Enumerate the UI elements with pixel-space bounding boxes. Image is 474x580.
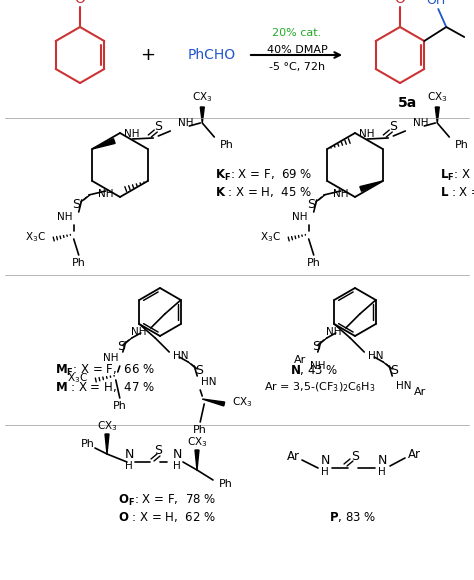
Text: NH: NH	[103, 353, 119, 363]
Text: N: N	[320, 454, 330, 466]
Text: CX$_3$: CX$_3$	[232, 395, 253, 409]
Text: CX$_3$: CX$_3$	[427, 90, 447, 104]
Text: N: N	[173, 448, 182, 461]
Text: 20% cat.: 20% cat.	[273, 28, 322, 38]
Text: HN: HN	[201, 377, 217, 387]
Text: S: S	[117, 339, 125, 353]
Text: HN: HN	[368, 351, 384, 361]
Text: $\mathbf{P}$, 83 %: $\mathbf{P}$, 83 %	[329, 510, 377, 524]
Text: X$_3$C: X$_3$C	[25, 230, 46, 244]
Text: $\mathbf{O_F}$: X = F,  78 %: $\mathbf{O_F}$: X = F, 78 %	[118, 492, 216, 508]
Text: PhCHO: PhCHO	[188, 48, 236, 62]
Text: O: O	[394, 0, 405, 6]
Polygon shape	[435, 107, 439, 123]
Text: H: H	[125, 461, 133, 471]
Text: NH: NH	[333, 189, 349, 199]
Text: NH: NH	[131, 327, 147, 337]
Polygon shape	[202, 399, 225, 406]
Text: NH: NH	[413, 118, 429, 128]
Text: S: S	[307, 198, 315, 212]
Text: CX$_3$: CX$_3$	[97, 419, 117, 433]
Polygon shape	[195, 450, 199, 470]
Text: S: S	[72, 198, 80, 212]
Text: Ar: Ar	[408, 448, 421, 461]
Text: $\mathbf{N}$, 43 %: $\mathbf{N}$, 43 %	[290, 363, 338, 377]
Text: HN: HN	[396, 381, 412, 391]
Text: NH: NH	[57, 212, 73, 222]
Text: CX$_3$: CX$_3$	[187, 435, 207, 449]
Text: H: H	[321, 467, 329, 477]
Text: $\mathbf{O}$ : X = H,  62 %: $\mathbf{O}$ : X = H, 62 %	[118, 510, 216, 524]
Text: Ar: Ar	[294, 355, 306, 365]
Text: NH: NH	[124, 129, 140, 139]
Text: S: S	[312, 339, 320, 353]
Text: NH: NH	[178, 118, 194, 128]
Text: Ar = 3,5-(CF$_3$)$_2$C$_6$H$_3$: Ar = 3,5-(CF$_3$)$_2$C$_6$H$_3$	[264, 380, 376, 394]
Text: HN: HN	[173, 351, 189, 361]
Text: $\mathbf{L_F}$: X = F,  63 %: $\mathbf{L_F}$: X = F, 63 %	[440, 168, 474, 183]
Text: S: S	[389, 121, 397, 133]
Text: H: H	[378, 467, 386, 477]
Polygon shape	[105, 434, 109, 454]
Text: -5 °C, 72h: -5 °C, 72h	[269, 62, 325, 72]
Text: NH: NH	[310, 361, 326, 371]
Text: X$_3$C: X$_3$C	[260, 230, 281, 244]
Text: Ar: Ar	[414, 387, 427, 397]
Text: $\mathbf{K}$ : X = H,  45 %: $\mathbf{K}$ : X = H, 45 %	[215, 185, 312, 199]
Text: S: S	[155, 121, 162, 133]
Text: X$_3$C: X$_3$C	[67, 371, 88, 385]
Text: S: S	[390, 364, 398, 376]
Text: NH: NH	[98, 189, 114, 199]
Polygon shape	[92, 139, 115, 149]
Text: NH: NH	[292, 212, 308, 222]
Text: NH: NH	[359, 129, 375, 139]
Text: 40% DMAP: 40% DMAP	[266, 45, 328, 55]
Text: Ph: Ph	[72, 258, 86, 268]
Text: CX$_3$: CX$_3$	[192, 90, 212, 104]
Text: Ph: Ph	[81, 439, 95, 449]
Text: Ph: Ph	[193, 425, 207, 435]
Text: Ph: Ph	[307, 258, 320, 268]
Text: NH: NH	[326, 327, 342, 337]
Polygon shape	[360, 181, 383, 191]
Text: N: N	[377, 454, 387, 466]
Text: Ph: Ph	[456, 140, 469, 150]
Text: +: +	[140, 46, 155, 64]
Text: S: S	[154, 444, 162, 458]
Text: S: S	[351, 450, 359, 462]
Polygon shape	[201, 107, 204, 123]
Text: H: H	[173, 461, 181, 471]
Text: $\mathbf{M}$ : X = H,  47 %: $\mathbf{M}$ : X = H, 47 %	[55, 380, 155, 394]
Text: Ph: Ph	[219, 479, 233, 489]
Text: S: S	[195, 364, 203, 376]
Text: $\mathbf{M_F}$: X = F,  66 %: $\mathbf{M_F}$: X = F, 66 %	[55, 362, 155, 378]
Text: O: O	[74, 0, 85, 6]
Text: Ph: Ph	[220, 140, 234, 150]
Text: Ph: Ph	[113, 401, 127, 411]
Text: OH: OH	[427, 0, 446, 8]
Text: N: N	[124, 448, 134, 461]
Text: Ar: Ar	[287, 450, 300, 462]
Text: $\mathbf{K_F}$: X = F,  69 %: $\mathbf{K_F}$: X = F, 69 %	[215, 168, 312, 183]
Text: $\mathbf{L}$ : X = H,  44 %: $\mathbf{L}$ : X = H, 44 %	[440, 185, 474, 199]
Text: 5a: 5a	[398, 96, 418, 110]
